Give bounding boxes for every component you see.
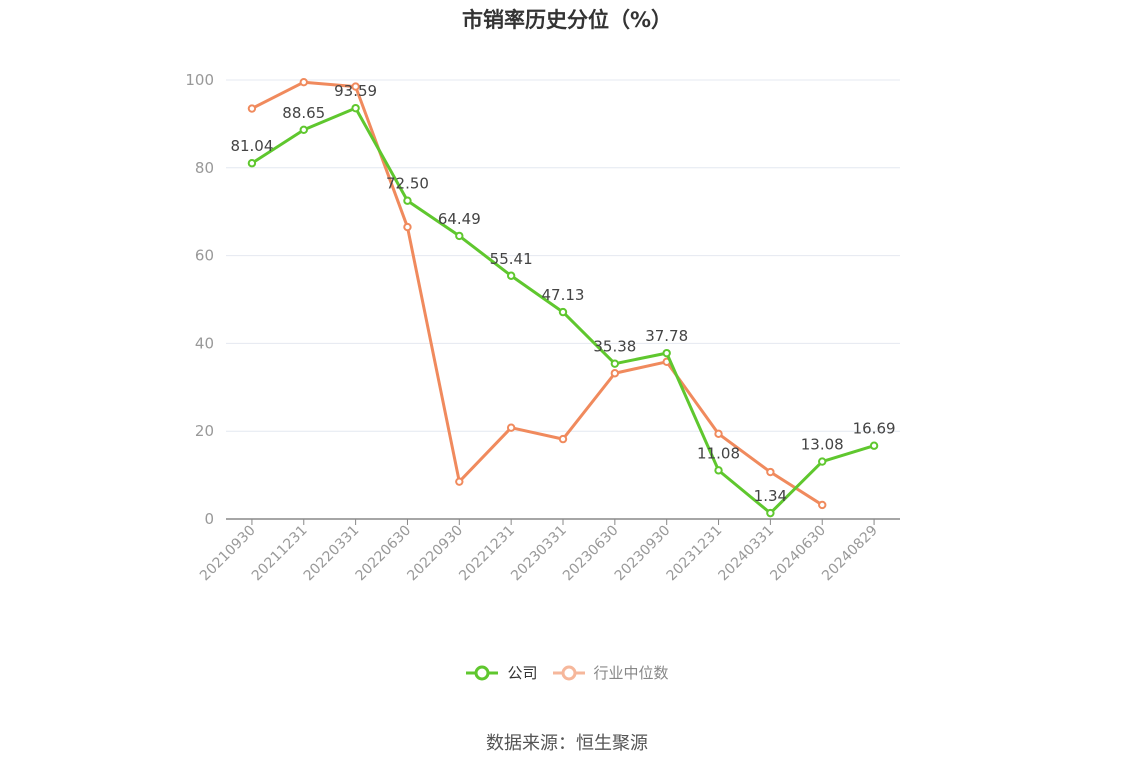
x-tick-label: 20211231 (249, 523, 311, 585)
data-point-industry (714, 429, 723, 439)
data-label: 11.08 (697, 444, 740, 462)
legend-item-company[interactable]: 公司 (465, 662, 538, 683)
data-point-company (714, 466, 723, 475)
data-point-industry (299, 77, 308, 87)
data-source-note: 数据来源：恒生聚源 (486, 733, 648, 754)
data-point-company (247, 159, 257, 168)
x-tick-label: 20221231 (456, 523, 518, 585)
y-tick-label: 60 (195, 247, 214, 265)
data-point-industry (455, 477, 464, 486)
data-point-industry (247, 104, 257, 113)
data-label: 13.08 (801, 436, 844, 454)
x-tick-label: 20240331 (716, 523, 778, 585)
x-tick-label: 20210930 (197, 523, 259, 585)
legend-label-industry: 行业中位数 (593, 664, 669, 682)
data-label: 35.38 (593, 338, 636, 356)
data-label: 64.49 (438, 210, 481, 228)
data-label: 88.65 (282, 104, 325, 122)
data-point-company (455, 231, 464, 241)
data-point-company (818, 457, 827, 466)
data-point-company (403, 196, 412, 205)
y-tick-label: 80 (195, 159, 214, 177)
data-point-company (299, 125, 308, 135)
data-label: 55.41 (490, 250, 533, 268)
data-point-company (610, 359, 620, 368)
legend-item-industry[interactable]: 行业中位数 (552, 662, 669, 683)
series-line-industry (251, 80, 824, 507)
data-point-company (869, 441, 879, 450)
data-point-industry (506, 423, 516, 432)
chart-title: 市销率历史分位（%） (461, 8, 673, 32)
data-label: 93.59 (334, 82, 377, 100)
data-point-industry (558, 434, 568, 444)
data-point-industry (403, 222, 412, 232)
data-point-industry (351, 82, 360, 91)
x-tick-label: 20220930 (404, 523, 466, 585)
data-point-company (662, 348, 671, 358)
legend: 公司 行业中位数 (0, 662, 1134, 683)
x-tick-label: 20240630 (767, 523, 829, 585)
x-tick-label: 20231231 (664, 523, 726, 585)
data-label: 37.78 (645, 327, 688, 345)
legend-label-company: 公司 (507, 664, 538, 682)
data-label: 1.34 (754, 487, 787, 505)
legend-marker-company-icon (466, 665, 499, 680)
data-point-company (351, 103, 360, 113)
y-tick-label: 100 (185, 71, 214, 89)
x-tick-label: 20230630 (560, 523, 622, 585)
x-tick-label: 20240829 (819, 523, 881, 585)
line-chart: 0204060801002021093020211231202203312022… (185, 71, 900, 585)
data-label: 72.50 (386, 175, 429, 193)
data-point-industry (766, 467, 775, 477)
data-label: 47.13 (542, 286, 585, 304)
data-label: 16.69 (853, 420, 896, 438)
x-tick-label: 20220630 (353, 523, 415, 585)
data-point-company (506, 271, 516, 280)
y-tick-label: 0 (204, 510, 214, 528)
legend-marker-industry-icon (552, 665, 585, 680)
y-tick-label: 20 (195, 422, 214, 440)
data-label: 81.04 (230, 137, 273, 155)
data-point-company (558, 307, 568, 317)
data-point-industry (818, 500, 827, 510)
y-tick-label: 40 (195, 334, 214, 352)
x-tick-label: 20230331 (508, 523, 570, 585)
data-point-industry (610, 369, 620, 378)
data-point-company (766, 508, 775, 518)
x-tick-label: 20220331 (301, 523, 363, 585)
x-tick-label: 20230930 (612, 523, 674, 585)
